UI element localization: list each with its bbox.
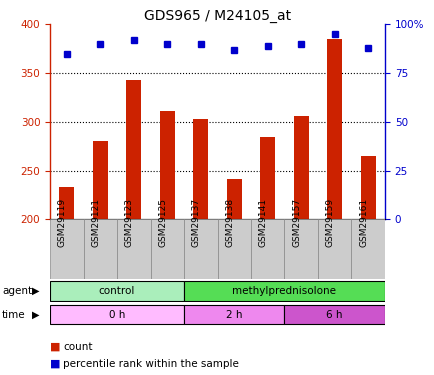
Text: GSM29161: GSM29161	[358, 198, 367, 247]
Text: GSM29157: GSM29157	[292, 198, 300, 247]
Text: control: control	[99, 286, 135, 296]
Text: GSM29119: GSM29119	[58, 198, 67, 247]
Bar	[250, 219, 284, 279]
Bar	[126, 80, 141, 219]
Bar	[50, 305, 184, 324]
Bar	[184, 281, 384, 301]
Bar	[326, 39, 342, 219]
Text: 0 h: 0 h	[108, 310, 125, 320]
Text: GSM29137: GSM29137	[191, 198, 201, 247]
Text: GSM29159: GSM29159	[325, 198, 334, 247]
Text: GSM29138: GSM29138	[225, 198, 234, 247]
Text: count: count	[63, 342, 92, 352]
Text: ■: ■	[50, 359, 60, 369]
Bar	[59, 187, 74, 219]
Bar	[284, 219, 317, 279]
Text: methylprednisolone: methylprednisolone	[232, 286, 336, 296]
Bar	[284, 305, 384, 324]
Bar	[92, 141, 108, 219]
Text: ▶: ▶	[32, 286, 39, 296]
Bar	[360, 156, 375, 219]
Text: ▶: ▶	[32, 310, 39, 320]
Bar	[184, 305, 284, 324]
Bar	[83, 219, 117, 279]
Text: GSM29141: GSM29141	[258, 198, 267, 247]
Bar	[50, 281, 184, 301]
Text: GSM29125: GSM29125	[158, 198, 167, 247]
Bar	[293, 116, 308, 219]
Text: ■: ■	[50, 342, 60, 352]
Text: 6 h: 6 h	[326, 310, 342, 320]
Bar	[351, 219, 384, 279]
Text: GSM29123: GSM29123	[125, 198, 134, 247]
Text: GSM29121: GSM29121	[91, 198, 100, 247]
Bar	[317, 219, 351, 279]
Text: time: time	[2, 310, 26, 320]
Bar	[217, 219, 250, 279]
Bar	[50, 219, 83, 279]
Text: percentile rank within the sample: percentile rank within the sample	[63, 359, 238, 369]
Bar	[193, 119, 208, 219]
Bar	[184, 219, 217, 279]
Bar	[150, 219, 184, 279]
Text: agent: agent	[2, 286, 32, 296]
Text: 2 h: 2 h	[226, 310, 242, 320]
Bar	[117, 219, 150, 279]
Bar	[260, 136, 275, 219]
Text: GDS965 / M24105_at: GDS965 / M24105_at	[144, 9, 290, 23]
Bar	[159, 111, 174, 219]
Bar	[226, 179, 241, 219]
